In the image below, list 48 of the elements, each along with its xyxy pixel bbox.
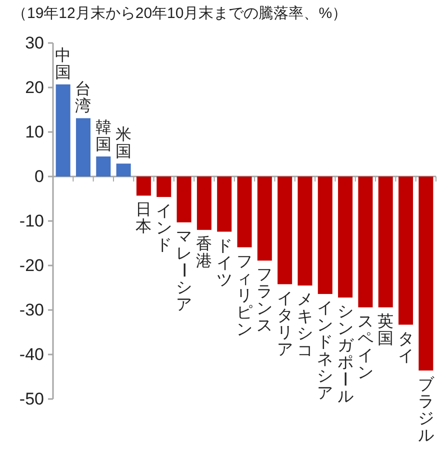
- x-tick-label: スペイン: [357, 313, 374, 382]
- x-tick-label: 中国: [55, 46, 72, 82]
- y-tick-label: -50: [19, 390, 44, 408]
- x-tick-label: フランス: [256, 266, 273, 335]
- y-tick-label: -40: [19, 345, 44, 364]
- x-tick-label: タイ: [398, 330, 414, 365]
- bar: [136, 176, 151, 196]
- x-tick-label: 韓国: [95, 118, 112, 154]
- x-tick-label: インド: [156, 203, 172, 254]
- x-tick-label: 日本: [136, 202, 152, 236]
- x-tick-label: 英国: [378, 312, 394, 348]
- bar: [338, 176, 353, 298]
- y-tick-label: 10: [25, 122, 44, 142]
- y-tick-label: -20: [19, 256, 44, 275]
- bar: [217, 176, 232, 232]
- x-tick-label: メキシコ: [296, 292, 313, 360]
- bar: [257, 176, 272, 261]
- chart-title: （19年12月末から20年10月末までの騰落率、%）: [12, 5, 348, 22]
- bar: [418, 176, 434, 371]
- x-tick-label: イタリア: [276, 290, 293, 358]
- y-tick-label: 0: [34, 167, 44, 186]
- bar: [96, 156, 111, 176]
- bar: [56, 84, 70, 176]
- x-tick-label: 米国: [116, 126, 132, 161]
- x-tick-label: インドネシア: [317, 300, 334, 402]
- y-tick-label: 30: [25, 34, 44, 52]
- y-tick-label: 20: [25, 78, 44, 97]
- bar: [76, 118, 90, 176]
- bar: [278, 176, 292, 284]
- x-tick-label: ブラジル: [418, 376, 435, 445]
- bar: [237, 176, 252, 248]
- bar: [156, 176, 172, 197]
- y-tick-label: -10: [19, 212, 44, 230]
- x-tick-label: シンガポール: [336, 304, 354, 406]
- bar: [358, 176, 373, 308]
- x-tick-label: フィリピン: [236, 253, 252, 338]
- y-tick-label: -30: [19, 300, 44, 320]
- bar: [318, 176, 332, 294]
- bar: [116, 164, 131, 176]
- bar: [398, 176, 414, 325]
- bar: [378, 176, 393, 308]
- bar: [196, 176, 212, 230]
- x-tick-label: ドイツ: [216, 238, 232, 289]
- x-tick-label: マレーシア: [174, 228, 192, 314]
- x-tick-label: 香港: [196, 234, 212, 270]
- bar: [176, 176, 192, 222]
- bar: [298, 176, 312, 286]
- x-tick-label: 台湾: [75, 80, 92, 116]
